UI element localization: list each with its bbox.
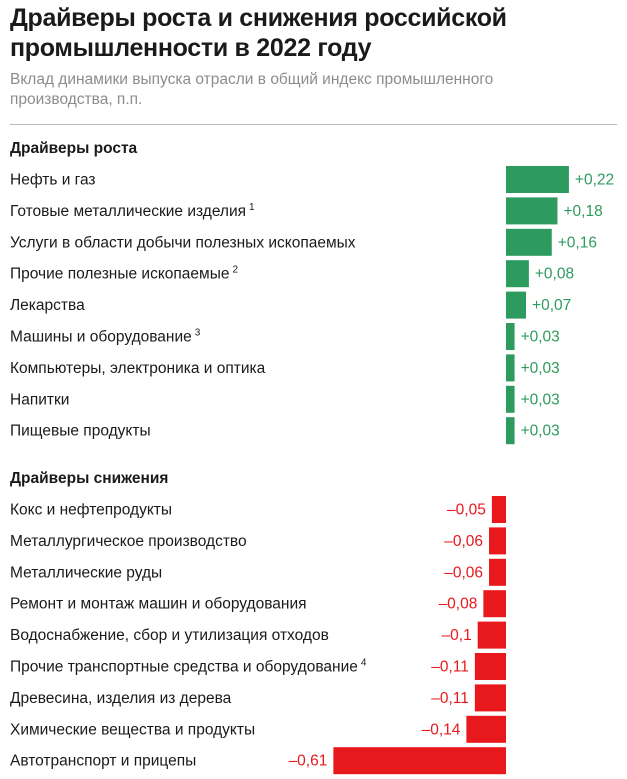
bar-growth (506, 323, 515, 350)
footnote-marker: 4 (361, 658, 367, 669)
bar-decline (491, 496, 506, 523)
category-label: Автотранспорт и прицепы (10, 753, 196, 770)
bar-decline (466, 715, 506, 743)
category-label-text: Пищевые продукты (10, 423, 151, 440)
value-label: +0,03 (521, 360, 560, 377)
value-label: –0,1 (442, 627, 472, 644)
category-label-text: Нефть и газ (10, 172, 96, 189)
category-label: Лекарства (10, 297, 85, 314)
bar-decline (474, 684, 506, 712)
value-label: –0,11 (431, 659, 469, 676)
category-label: Напитки (10, 391, 69, 408)
bar-decline (477, 621, 506, 649)
category-label: Компьютеры, электроника и оптика (10, 360, 266, 377)
category-label-text: Прочие транспортные средства и оборудова… (10, 659, 358, 676)
value-label: +0,18 (563, 203, 602, 220)
value-label: –0,08 (439, 596, 478, 613)
divider (10, 124, 617, 125)
category-label-text: Компьютеры, электроника и оптика (10, 360, 266, 377)
category-label-text: Напитки (10, 391, 69, 408)
value-label: –0,11 (431, 690, 469, 707)
category-label: Водоснабжение, сбор и утилизация отходов (10, 627, 329, 644)
section-title-decline: Драйверы снижения (10, 470, 169, 487)
category-label-text: Древесина, изделия из дерева (10, 690, 232, 707)
bar-growth (506, 291, 527, 319)
bar-growth (506, 166, 569, 193)
section-title-growth: Драйверы роста (10, 140, 138, 157)
category-label: Машины и оборудование 3 (10, 328, 201, 346)
bar-growth (506, 385, 515, 413)
bar-decline (333, 747, 506, 775)
value-label: –0,61 (289, 753, 328, 770)
bar-growth (506, 228, 552, 256)
bar-growth (506, 197, 558, 225)
bar-decline (489, 527, 506, 555)
value-label: +0,03 (521, 423, 560, 440)
chart-subtitle: Вклад динамики выпуска отрасли в общий и… (10, 71, 494, 108)
category-label-text: Химические вещества и продукты (10, 721, 255, 738)
category-label: Услуги в области добычи полезных ископае… (10, 234, 356, 251)
category-label-text: Ремонт и монтаж машин и оборудования (10, 596, 307, 613)
category-label: Прочие полезные ископаемые 2 (10, 265, 238, 283)
bar-decline (474, 653, 506, 680)
category-label-text: Металлические руды (10, 564, 162, 581)
category-label: Химические вещества и продукты (10, 721, 255, 738)
value-label: +0,03 (521, 391, 560, 408)
value-label: –0,14 (422, 721, 461, 738)
category-label-text: Металлургическое производство (10, 533, 247, 550)
bar-decline (489, 558, 506, 586)
category-label: Металлические руды (10, 564, 162, 581)
value-label: +0,07 (532, 297, 571, 314)
bar-growth (506, 417, 515, 445)
category-label: Кокс и нефтепродукты (10, 502, 172, 519)
bar-decline (483, 590, 506, 618)
value-label: –0,05 (447, 502, 486, 519)
value-label: +0,03 (521, 329, 560, 346)
category-label-text: Прочие полезные ископаемые (10, 266, 229, 283)
value-label: –0,06 (444, 533, 483, 550)
category-label: Древесина, изделия из дерева (10, 690, 232, 707)
category-label-text: Кокс и нефтепродукты (10, 502, 172, 519)
category-label: Ремонт и монтаж машин и оборудования (10, 596, 307, 613)
category-label: Нефть и газ (10, 172, 96, 189)
category-label-text: Автотранспорт и прицепы (10, 753, 196, 770)
footnote-marker: 2 (232, 265, 238, 276)
value-label: +0,08 (535, 266, 574, 283)
category-label: Прочие транспортные средства и оборудова… (10, 658, 367, 676)
category-label-text: Машины и оборудование (10, 329, 192, 346)
bar-growth (506, 354, 515, 382)
category-label-text: Водоснабжение, сбор и утилизация отходов (10, 627, 329, 644)
footnote-marker: 3 (195, 328, 201, 339)
value-label: +0,16 (558, 234, 597, 251)
category-label-text: Лекарства (10, 297, 85, 314)
value-label: –0,06 (444, 564, 483, 581)
footnote-marker: 1 (249, 202, 255, 213)
bar-growth (506, 260, 529, 288)
category-label: Металлургическое производство (10, 533, 247, 550)
category-label: Готовые металлические изделия 1 (10, 202, 255, 220)
category-label-text: Готовые металлические изделия (10, 203, 246, 220)
category-label-text: Услуги в области добычи полезных ископае… (10, 234, 356, 251)
chart-title: Драйверы роста и снижения российской про… (10, 4, 507, 62)
category-label: Пищевые продукты (10, 423, 151, 440)
value-label: +0,22 (575, 172, 614, 189)
